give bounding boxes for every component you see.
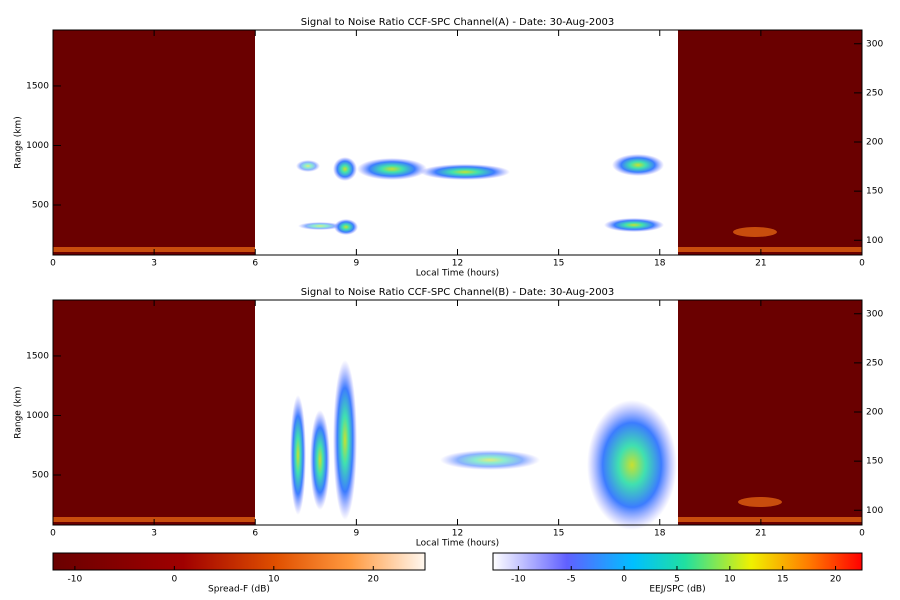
x-tick-label: 0 (859, 259, 865, 269)
y2-tick-label: 300 (866, 39, 883, 49)
panel-title: Signal to Noise Ratio CCF-SPC Channel(B)… (301, 287, 615, 298)
y2-tick-label: 250 (866, 88, 883, 98)
x-tick-label: 12 (452, 259, 463, 269)
colorbar-tick-label: 10 (724, 575, 736, 585)
colorbar-label: EEJ/SPC (dB) (649, 585, 705, 595)
x-tick-label: 9 (354, 259, 360, 269)
y2-tick-label: 150 (866, 457, 883, 467)
y-tick-label: 1000 (26, 411, 49, 421)
y2-tick-label: 100 (866, 236, 883, 246)
x-tick-label: 21 (755, 259, 766, 269)
colorbar-tick-label: -10 (68, 575, 83, 585)
y-tick-label: 500 (32, 471, 49, 481)
y-tick-label: 1500 (26, 81, 49, 91)
x-tick-label: 12 (452, 529, 463, 539)
x-tick-label: 21 (755, 529, 766, 539)
colorbar-tick-label: 0 (621, 575, 627, 585)
y2-tick-label: 250 (866, 358, 883, 368)
panel-a-image (53, 30, 862, 255)
x-axis-label: Local Time (hours) (416, 539, 499, 549)
y2-tick-label: 300 (866, 309, 883, 319)
x-tick-label: 6 (252, 259, 258, 269)
x-tick-label: 18 (654, 259, 666, 269)
colorbar-tick-label: 10 (268, 575, 280, 585)
y2-tick-label: 150 (866, 187, 883, 197)
y2-tick-label: 200 (866, 408, 883, 418)
x-tick-label: 6 (252, 529, 258, 539)
x-tick-label: 0 (50, 259, 56, 269)
colorbar (52, 552, 426, 571)
colorbar (492, 552, 863, 571)
colorbar-tick-label: 20 (368, 575, 380, 585)
x-tick-label: 18 (654, 529, 666, 539)
colorbar-tick-label: -10 (511, 575, 526, 585)
panel-title: Signal to Noise Ratio CCF-SPC Channel(A)… (301, 17, 615, 28)
x-tick-label: 15 (553, 259, 564, 269)
y2-tick-label: 200 (866, 138, 883, 148)
colorbar-tick-label: 5 (674, 575, 680, 585)
x-axis-label: Local Time (hours) (416, 269, 499, 279)
y-axis-label: Range (km) (14, 116, 24, 168)
x-tick-label: 0 (859, 529, 865, 539)
colorbar-tick-label: 15 (777, 575, 788, 585)
y-tick-label: 1500 (26, 351, 49, 361)
x-tick-label: 3 (151, 529, 157, 539)
x-tick-label: 9 (354, 529, 360, 539)
panel-b-image (53, 300, 862, 530)
x-tick-label: 0 (50, 529, 56, 539)
colorbar-label: Spread-F (dB) (208, 585, 270, 595)
y-tick-label: 1000 (26, 141, 49, 151)
y-tick-label: 500 (32, 201, 49, 211)
y2-tick-label: 100 (866, 506, 883, 516)
colorbar-tick-label: 0 (171, 575, 177, 585)
x-tick-label: 15 (553, 529, 564, 539)
colorbar-tick-label: 20 (830, 575, 842, 585)
x-tick-label: 3 (151, 259, 157, 269)
colorbar-tick-label: -5 (567, 575, 576, 585)
y-axis-label: Range (km) (14, 386, 24, 438)
